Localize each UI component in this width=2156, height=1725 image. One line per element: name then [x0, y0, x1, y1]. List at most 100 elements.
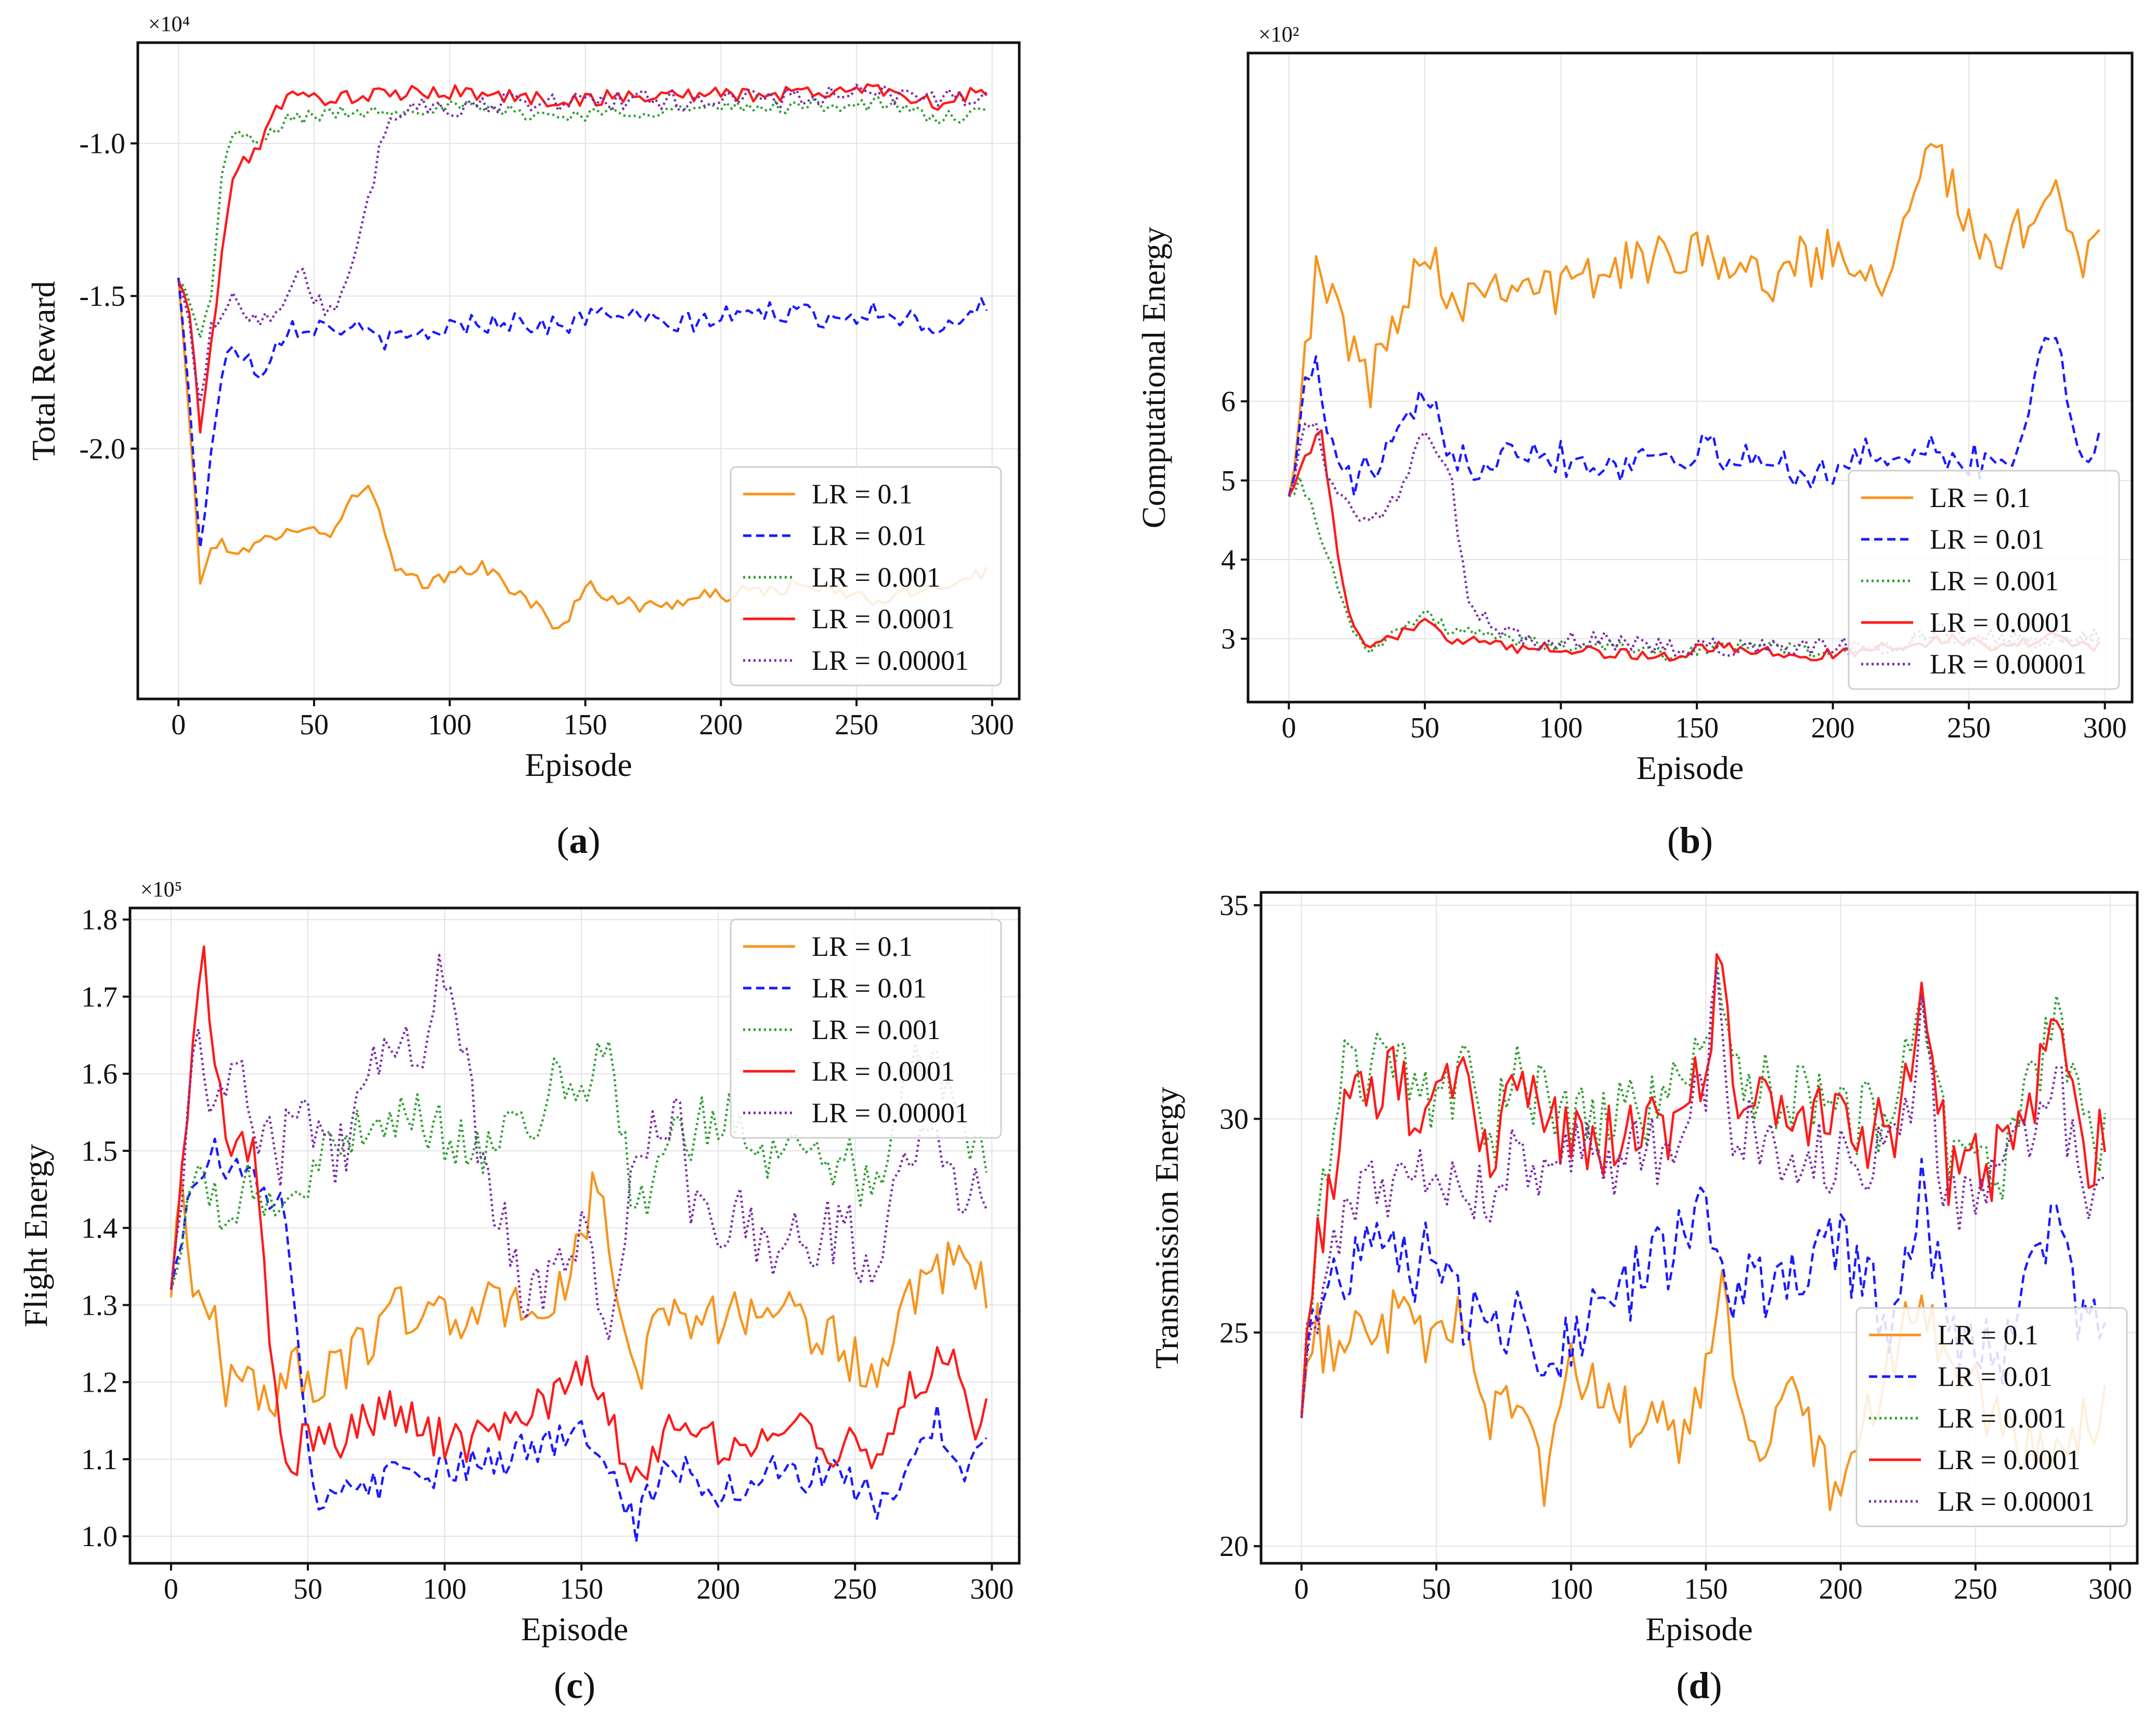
legend-box: [1848, 470, 2120, 690]
legend-entry: LR = 0.1: [812, 478, 913, 510]
y-axis-label: Flight Energy: [17, 1144, 54, 1328]
legend-entry: LR = 0.001: [812, 562, 941, 593]
grid: [138, 43, 1019, 699]
plot-frame: [1259, 891, 2139, 1565]
x-tick-label: 100: [428, 709, 472, 741]
x-axis-label: Episode: [1637, 749, 1744, 786]
x-tick-label: 300: [970, 1573, 1014, 1605]
legend-entry: LR = 0.0001: [1930, 607, 2073, 638]
y-tick-label: 6: [1221, 386, 1236, 418]
x-tick-label: 100: [1549, 1573, 1593, 1605]
legend: LR = 0.1 LR = 0.01 LR = 0.001 LR = 0.0001 LR…: [1855, 1307, 2128, 1527]
legend-entry: LR = 0.00001: [812, 645, 969, 676]
series-line-5: [170, 954, 988, 1342]
x-tick-label: 200: [1811, 712, 1855, 744]
y-tick-label: -1.0: [79, 128, 125, 160]
legend-entry: LR = 0.0001: [812, 1056, 955, 1087]
legend-entry: LR = 0.01: [812, 520, 927, 551]
y-tick-label: 4: [1221, 544, 1236, 576]
y-tick-label: 1.4: [81, 1212, 118, 1244]
chart-b: 0 50 100 150 200 250 300 3 4 5 6 Episode Computation…: [1135, 23, 2134, 861]
legend-entry: LR = 0.001: [812, 1014, 941, 1045]
series-line-4: [177, 83, 988, 434]
chart-d: 0 50 100 150 200 250 300 20 25 30 35 Episode Transmi…: [1148, 890, 2139, 1706]
sci-multiplier: ×10²: [1258, 23, 1299, 47]
y-tick-label: 5: [1221, 465, 1236, 497]
series-group: [170, 945, 988, 1543]
legend-box: [730, 918, 1002, 1139]
y-tick-label: 1.3: [81, 1289, 118, 1321]
y-tick-label: 1.5: [81, 1135, 118, 1168]
plot-frame: [136, 41, 1021, 701]
legend-entry: LR = 0.01: [812, 972, 927, 1004]
x-tick-label: 0: [171, 709, 186, 741]
panel-caption: (c): [554, 1665, 595, 1706]
legend-entry: LR = 0.01: [1930, 524, 2045, 555]
legend-entry: LR = 0.01: [1938, 1361, 2053, 1392]
x-tick-label: 50: [1410, 712, 1439, 744]
legend-box: [730, 466, 1002, 686]
plot-frame: [128, 906, 1021, 1565]
x-tick-label: 200: [696, 1573, 740, 1605]
x-tick-label: 250: [1947, 712, 1991, 744]
legend-entry: LR = 0.1: [812, 931, 913, 962]
series-line-2: [1288, 336, 2101, 497]
y-tick-label: 1.8: [81, 904, 118, 936]
x-tick-label: 200: [1819, 1573, 1863, 1605]
legend-entry: LR = 0.001: [1930, 565, 2059, 596]
x-tick-label: 50: [300, 709, 329, 741]
x-tick-label: 150: [560, 1573, 603, 1605]
x-tick-label: 150: [564, 709, 607, 741]
x-tick-label: 100: [1539, 712, 1583, 744]
x-tick-label: 0: [164, 1573, 178, 1605]
y-tick-label: 1.2: [81, 1367, 118, 1399]
x-tick-label: 200: [699, 709, 743, 741]
y-tick-label: 1.6: [81, 1058, 118, 1091]
legend-entry: LR = 0.00001: [1930, 649, 2087, 680]
y-tick-label: 20: [1219, 1531, 1249, 1563]
x-tick-label: 0: [1294, 1573, 1309, 1605]
sci-multiplier: ×10⁴: [148, 12, 190, 36]
series-line-1: [1288, 142, 2100, 497]
panel-caption: (b): [1667, 820, 1713, 861]
y-axis-label: Total Reward: [25, 281, 62, 461]
series-line-4: [170, 945, 988, 1483]
x-tick-label: 150: [1684, 1573, 1728, 1605]
legend: LR = 0.1 LR = 0.01 LR = 0.001 LR = 0.0001 LR…: [730, 918, 1002, 1139]
series-line-2: [170, 1137, 988, 1543]
legend-entry: LR = 0.00001: [812, 1097, 969, 1129]
plot-frame: [1246, 51, 2134, 704]
x-tick-label: 300: [970, 709, 1014, 741]
series-line-3: [177, 96, 987, 339]
y-axis-label: Transmission Energy: [1148, 1087, 1185, 1369]
legend: LR = 0.1 LR = 0.01 LR = 0.001 LR = 0.0001 LR…: [730, 466, 1002, 686]
legend-entry: LR = 0.0001: [812, 603, 955, 634]
y-tick-label: 25: [1219, 1317, 1249, 1349]
series-line-2: [177, 277, 988, 549]
y-tick-label: -2.0: [79, 433, 125, 465]
series-line-3: [170, 1040, 988, 1290]
x-tick-label: 300: [2083, 712, 2127, 744]
series-line-4: [1300, 953, 2107, 1418]
x-tick-label: 250: [835, 709, 878, 741]
x-tick-label: 50: [1422, 1573, 1451, 1605]
legend-entry: LR = 0.00001: [1938, 1486, 2095, 1517]
x-tick-label: 150: [1675, 712, 1719, 744]
x-axis-label: Episode: [1645, 1611, 1752, 1648]
series-line-1: [170, 1171, 988, 1418]
legend-entry: LR = 0.0001: [1938, 1444, 2081, 1475]
panel-caption: (a): [557, 820, 601, 861]
panel-caption: (d): [1676, 1665, 1722, 1706]
x-tick-label: 300: [2088, 1573, 2132, 1605]
y-axis-label: Computational Energy: [1135, 227, 1172, 528]
chart-a: 0 50 100 150 200 250 300 -2.0 -1.5 -1.0 Episode Tot…: [25, 12, 1021, 861]
legend-entry: LR = 0.001: [1938, 1403, 2067, 1434]
legend-entry: LR = 0.1: [1938, 1319, 2038, 1351]
y-tick-label: -1.5: [79, 280, 125, 313]
y-tick-label: 30: [1219, 1103, 1249, 1135]
x-axis-label: Episode: [521, 1611, 628, 1648]
x-tick-label: 100: [423, 1573, 466, 1605]
legend: LR = 0.1 LR = 0.01 LR = 0.001 LR = 0.0001 LR…: [1848, 470, 2120, 690]
y-tick-label: 1.7: [81, 981, 118, 1013]
